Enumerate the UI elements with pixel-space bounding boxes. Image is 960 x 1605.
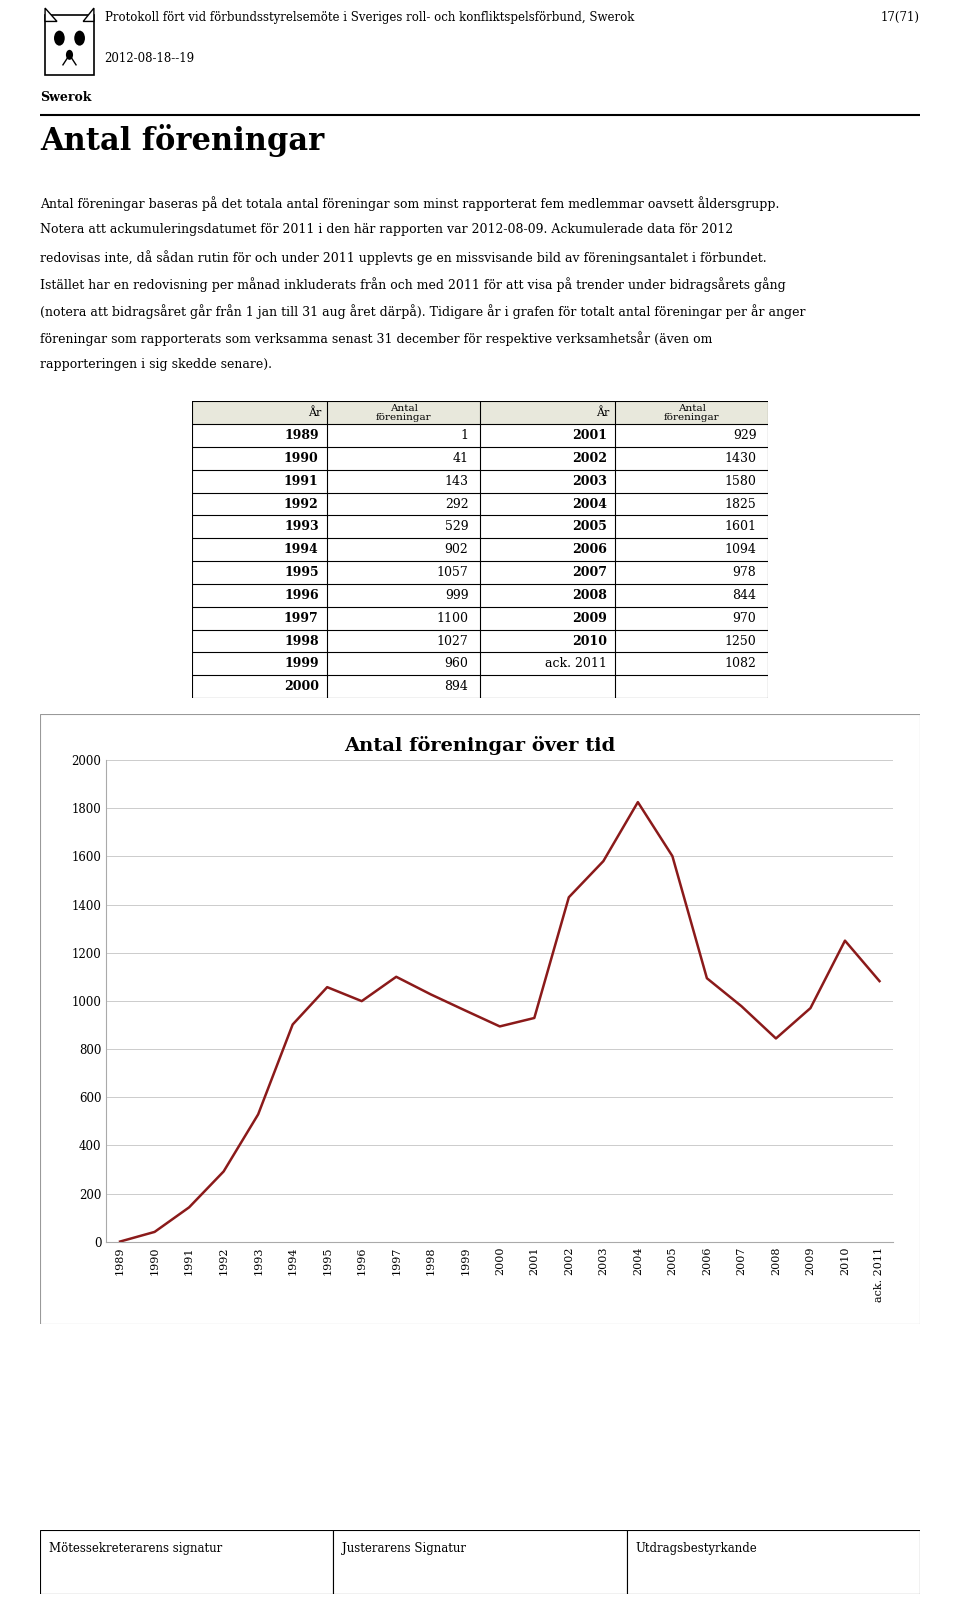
Text: 292: 292 [444, 498, 468, 510]
Text: 2003: 2003 [572, 475, 607, 488]
Text: Antal: Antal [678, 403, 706, 412]
Text: 1999: 1999 [284, 658, 319, 671]
Text: 902: 902 [444, 542, 468, 557]
Text: 1: 1 [461, 429, 468, 441]
Text: 1995: 1995 [284, 567, 319, 579]
Text: 1991: 1991 [284, 475, 319, 488]
Text: 1094: 1094 [725, 542, 756, 557]
Text: 1057: 1057 [437, 567, 468, 579]
Text: Justerarens Signatur: Justerarens Signatur [342, 1542, 467, 1555]
Text: rapporteringen i sig skedde senare).: rapporteringen i sig skedde senare). [40, 358, 273, 371]
Text: 844: 844 [732, 589, 756, 602]
Text: Notera att ackumuleringsdatumet för 2011 i den här rapporten var 2012-08-09. Ack: Notera att ackumuleringsdatumet för 2011… [40, 223, 733, 236]
Text: Istället har en redovisning per månad inkluderats från och med 2011 för att visa: Istället har en redovisning per månad in… [40, 278, 786, 292]
Text: Antal föreningar över tid: Antal föreningar över tid [345, 735, 615, 754]
Text: Utdragsbestyrkande: Utdragsbestyrkande [636, 1542, 757, 1555]
Bar [192, 401, 768, 424]
Text: 1825: 1825 [725, 498, 756, 510]
Text: 143: 143 [444, 475, 468, 488]
Text: 1250: 1250 [725, 634, 756, 647]
Text: 529: 529 [444, 520, 468, 533]
Text: 1430: 1430 [725, 453, 756, 465]
Bar [45, 14, 94, 75]
Text: Protokoll fört vid förbundsstyrelsemöte i Sveriges roll- och konfliktspelsförbun: Protokoll fört vid förbundsstyrelsemöte … [105, 11, 634, 24]
Text: 1997: 1997 [284, 612, 319, 624]
Text: 2009: 2009 [572, 612, 607, 624]
Text: 1994: 1994 [284, 542, 319, 557]
Text: 999: 999 [444, 589, 468, 602]
Text: föreningar: föreningar [376, 412, 431, 422]
Text: föreningar: föreningar [664, 412, 719, 422]
Text: 2001: 2001 [572, 429, 607, 441]
Polygon shape [84, 8, 94, 21]
Text: 960: 960 [444, 658, 468, 671]
Text: 1027: 1027 [437, 634, 468, 647]
Text: 970: 970 [732, 612, 756, 624]
Text: 978: 978 [732, 567, 756, 579]
Text: 1990: 1990 [284, 453, 319, 465]
Text: Antal föreningar baseras på det totala antal föreningar som minst rapporterat fe: Antal föreningar baseras på det totala a… [40, 196, 780, 210]
Text: 2005: 2005 [572, 520, 607, 533]
Text: Swerok: Swerok [40, 90, 92, 104]
Text: Mötessekreterarens signatur: Mötessekreterarens signatur [49, 1542, 223, 1555]
Bar [627, 1530, 920, 1594]
Text: 1992: 1992 [284, 498, 319, 510]
Text: 2002: 2002 [572, 453, 607, 465]
Text: 2004: 2004 [572, 498, 607, 510]
Text: 2010: 2010 [572, 634, 607, 647]
Text: 1998: 1998 [284, 634, 319, 647]
Text: 894: 894 [444, 681, 468, 693]
Text: 1082: 1082 [725, 658, 756, 671]
Bar [40, 1530, 333, 1594]
Text: 2000: 2000 [284, 681, 319, 693]
Text: föreningar som rapporterats som verksamma senast 31 december för respektive verk: föreningar som rapporterats som verksamm… [40, 331, 712, 347]
Text: 1989: 1989 [284, 429, 319, 441]
Text: Antal föreningar: Antal föreningar [40, 124, 324, 157]
Text: 1993: 1993 [284, 520, 319, 533]
Text: 1996: 1996 [284, 589, 319, 602]
Text: 41: 41 [452, 453, 468, 465]
Text: 1100: 1100 [437, 612, 468, 624]
Text: År: År [308, 408, 322, 417]
Text: 2012-08-18--19: 2012-08-18--19 [105, 53, 195, 66]
Text: 17(71): 17(71) [880, 11, 920, 24]
Text: År: År [596, 408, 610, 417]
Text: 2006: 2006 [572, 542, 607, 557]
Text: 1580: 1580 [725, 475, 756, 488]
Circle shape [74, 30, 85, 45]
Text: 2008: 2008 [572, 589, 607, 602]
Text: redovisas inte, då sådan rutin för och under 2011 upplevts ge en missvisande bil: redovisas inte, då sådan rutin för och u… [40, 250, 767, 265]
Text: ack. 2011: ack. 2011 [545, 658, 607, 671]
Polygon shape [45, 8, 57, 21]
Bar [333, 1530, 627, 1594]
Text: Antal: Antal [390, 403, 418, 412]
Text: (notera att bidragsåret går från 1 jan till 31 aug året därpå). Tidigare år i gr: (notera att bidragsåret går från 1 jan t… [40, 303, 805, 319]
Circle shape [66, 50, 73, 59]
Text: 2007: 2007 [572, 567, 607, 579]
Text: 1601: 1601 [725, 520, 756, 533]
Text: 929: 929 [732, 429, 756, 441]
Circle shape [54, 30, 64, 45]
